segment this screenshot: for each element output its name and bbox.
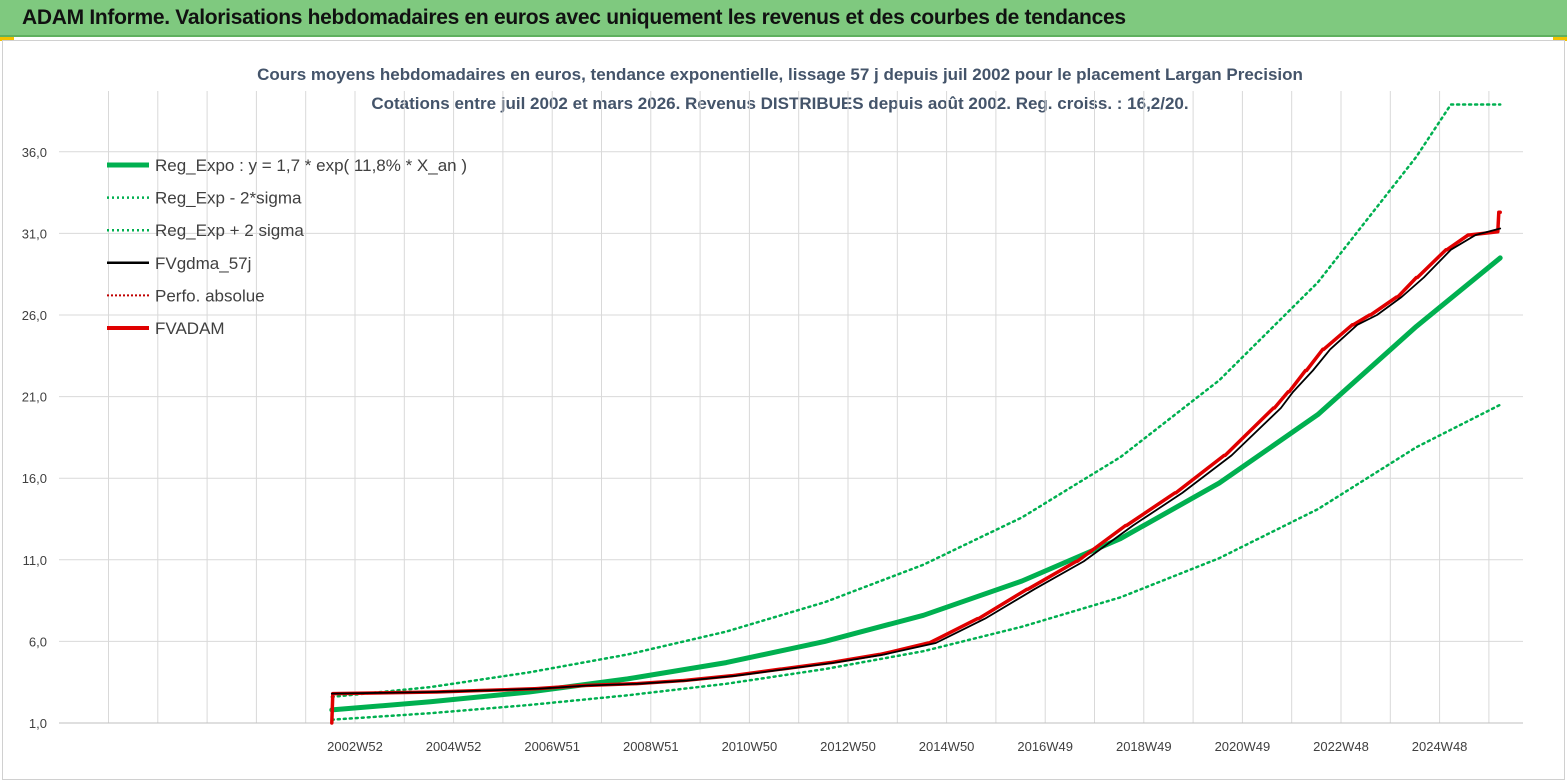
y-tick-label: 36,0 xyxy=(22,145,47,160)
chart-title: Cours moyens hebdomadaires en euros, ten… xyxy=(257,65,1303,84)
x-tick-label: 2012W50 xyxy=(820,739,876,754)
y-tick-label: 21,0 xyxy=(22,390,47,405)
chart-series xyxy=(329,103,1503,725)
legend-item-reg-expo-label: Reg_Expo : y = 1,7 * exp( 11,8% * X_an ) xyxy=(155,156,467,175)
page-title: ADAM Informe. Valorisations hebdomadaire… xyxy=(22,6,1126,29)
y-tick-label: 1,0 xyxy=(29,716,47,731)
legend-item-reg-exp-minus-label: Reg_Exp - 2*sigma xyxy=(155,189,302,208)
y-tick-label: 26,0 xyxy=(22,308,47,323)
y-tick-label: 31,0 xyxy=(22,226,47,241)
right-accent-marker xyxy=(1553,37,1567,41)
x-tick-label: 2024W48 xyxy=(1412,739,1468,754)
x-tick-label: 2020W49 xyxy=(1215,739,1271,754)
x-tick-label: 2002W52 xyxy=(327,739,383,754)
fvgdma-57j-series-line xyxy=(330,227,1502,695)
x-tick-label: 2008W51 xyxy=(623,739,679,754)
y-tick-label: 16,0 xyxy=(22,471,47,486)
legend-item-fvgdma-label: FVgdma_57j xyxy=(155,254,251,273)
chart-subtitle: Cotations entre juil 2002 et mars 2026. … xyxy=(371,94,1188,113)
x-tick-label: 2018W49 xyxy=(1116,739,1172,754)
chart-legend: Reg_Expo : y = 1,7 * exp( 11,8% * X_an )… xyxy=(107,156,467,338)
x-tick-label: 2010W50 xyxy=(722,739,778,754)
legend-item-fvadam-label: FVADAM xyxy=(155,319,225,338)
x-tick-label: 2006W51 xyxy=(524,739,580,754)
header-banner: ADAM Informe. Valorisations hebdomadaire… xyxy=(0,0,1567,37)
x-tick-label: 2016W49 xyxy=(1017,739,1073,754)
left-accent-marker xyxy=(0,37,14,41)
line-chart: Cours moyens hebdomadaires en euros, ten… xyxy=(22,65,1523,754)
x-tick-label: 2014W50 xyxy=(919,739,975,754)
chart-frame: Cours moyens hebdomadaires en euros, ten… xyxy=(2,40,1565,780)
chart-axes: 1,0 6,0 11,0 16,0 21,0 26,0 31,0 36,0 2002W52 200… xyxy=(22,145,1523,754)
legend-item-reg-exp-plus-label: Reg_Exp + 2 sigma xyxy=(155,221,304,240)
reg-expo-series-line xyxy=(329,255,1503,713)
x-tick-label: 2022W48 xyxy=(1313,739,1369,754)
legend-item-perfo-label: Perfo. absolue xyxy=(155,286,265,305)
x-tick-label: 2004W52 xyxy=(426,739,482,754)
chart-grid xyxy=(59,91,1523,724)
reg-exp-minus-2sigma-series-line xyxy=(330,403,1502,721)
reg-exp-plus-2sigma-series-line xyxy=(330,103,1502,699)
fvadam-series-line xyxy=(330,210,1502,725)
y-tick-label: 11,0 xyxy=(23,553,47,568)
y-tick-label: 6,0 xyxy=(29,634,47,649)
